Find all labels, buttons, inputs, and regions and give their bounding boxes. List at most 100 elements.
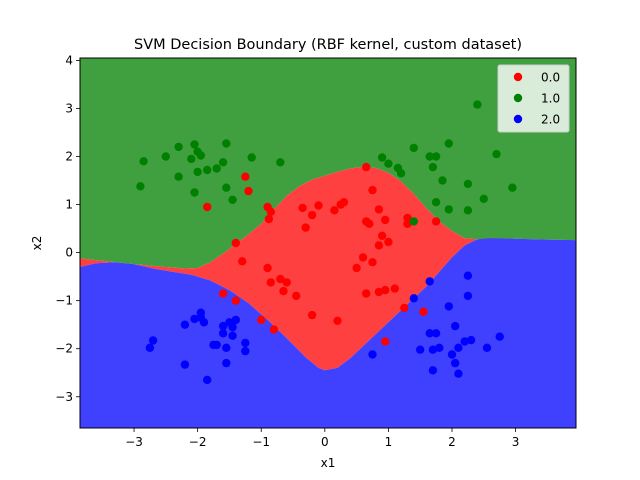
data-point-class-0 bbox=[381, 337, 390, 346]
data-points bbox=[136, 100, 517, 385]
legend-marker-2 bbox=[513, 114, 523, 124]
data-point-class-2 bbox=[180, 360, 190, 369]
data-point-class-0 bbox=[403, 219, 412, 228]
data-point-class-2 bbox=[203, 375, 212, 385]
data-point-class-0 bbox=[203, 202, 212, 212]
x-tick-label: −2 bbox=[189, 435, 207, 449]
data-point-class-0 bbox=[333, 316, 342, 325]
data-point-class-0 bbox=[431, 217, 441, 226]
data-point-class-2 bbox=[218, 321, 228, 331]
data-point-class-0 bbox=[381, 215, 390, 225]
data-point-class-2 bbox=[482, 343, 492, 352]
data-point-class-0 bbox=[257, 315, 266, 325]
legend-label-2: 2.0 bbox=[541, 113, 560, 127]
data-point-class-0 bbox=[365, 219, 374, 228]
data-point-class-0 bbox=[419, 307, 428, 316]
data-point-class-0 bbox=[368, 258, 377, 267]
data-point-class-2 bbox=[218, 329, 228, 338]
data-point-class-0 bbox=[238, 257, 247, 266]
legend: 0.0 1.0 2.0 bbox=[497, 64, 570, 133]
data-point-class-1 bbox=[473, 100, 482, 109]
data-point-class-1 bbox=[444, 205, 453, 214]
data-point-class-1 bbox=[222, 183, 231, 192]
data-point-class-0 bbox=[362, 289, 371, 298]
y-tick-label: 4 bbox=[65, 53, 73, 67]
data-point-class-0 bbox=[231, 296, 240, 305]
data-point-class-0 bbox=[358, 253, 368, 262]
y-axis-ticks: −3 −2 −1 0 1 2 3 4 bbox=[55, 53, 80, 404]
data-point-class-1 bbox=[479, 194, 488, 203]
data-point-class-0 bbox=[374, 287, 384, 297]
data-point-class-1 bbox=[463, 179, 473, 189]
y-tick-label: −1 bbox=[55, 294, 73, 308]
data-point-class-1 bbox=[463, 206, 473, 215]
data-point-class-1 bbox=[190, 188, 199, 197]
y-tick-label: −3 bbox=[55, 390, 73, 404]
legend-marker-1 bbox=[513, 93, 523, 103]
data-point-class-0 bbox=[381, 285, 390, 295]
data-point-class-2 bbox=[463, 291, 473, 301]
data-point-class-0 bbox=[279, 286, 288, 296]
data-point-class-2 bbox=[145, 343, 155, 352]
data-point-class-0 bbox=[390, 284, 399, 293]
data-point-class-0 bbox=[307, 310, 317, 320]
x-tick-label: 2 bbox=[448, 435, 456, 449]
legend-label-1: 1.0 bbox=[541, 92, 560, 106]
data-point-class-2 bbox=[425, 329, 434, 338]
plot-frame bbox=[79, 57, 577, 429]
data-point-class-1 bbox=[174, 142, 183, 152]
data-point-class-1 bbox=[428, 162, 438, 172]
data-point-class-0 bbox=[298, 203, 307, 213]
x-tick-label: 1 bbox=[385, 435, 393, 449]
data-point-class-2 bbox=[190, 314, 199, 324]
y-tick-label: 2 bbox=[65, 150, 73, 164]
data-point-class-0 bbox=[244, 186, 253, 196]
data-point-class-1 bbox=[193, 167, 202, 177]
x-axis-ticks: −3 −2 −1 0 1 2 3 bbox=[125, 428, 519, 449]
data-point-class-2 bbox=[409, 294, 418, 303]
data-point-class-1 bbox=[222, 139, 231, 148]
data-point-class-2 bbox=[451, 358, 460, 368]
data-point-class-0 bbox=[352, 263, 361, 273]
data-point-class-2 bbox=[228, 322, 237, 332]
data-point-class-2 bbox=[447, 350, 457, 359]
data-point-class-1 bbox=[196, 151, 205, 160]
data-point-class-2 bbox=[428, 345, 438, 354]
x-tick-label: 0 bbox=[321, 435, 329, 449]
data-point-class-2 bbox=[435, 343, 444, 352]
data-point-class-0 bbox=[269, 325, 279, 334]
data-point-class-0 bbox=[330, 206, 339, 215]
data-point-class-1 bbox=[409, 217, 418, 226]
y-tick-label: 1 bbox=[65, 198, 73, 212]
data-point-class-1 bbox=[431, 152, 441, 161]
data-point-class-0 bbox=[282, 278, 291, 287]
plot-area bbox=[80, 58, 576, 428]
data-point-class-0 bbox=[263, 263, 272, 273]
data-point-class-0 bbox=[368, 185, 377, 195]
data-point-class-0 bbox=[292, 291, 301, 301]
data-point-class-0 bbox=[218, 289, 228, 298]
data-point-class-1 bbox=[276, 158, 285, 167]
decision-regions bbox=[80, 58, 576, 428]
data-point-class-0 bbox=[339, 198, 349, 207]
data-point-class-2 bbox=[466, 335, 476, 345]
data-point-class-2 bbox=[454, 343, 463, 352]
data-point-class-0 bbox=[362, 162, 371, 172]
data-point-class-1 bbox=[228, 195, 237, 204]
data-point-class-2 bbox=[454, 369, 463, 378]
data-point-class-1 bbox=[139, 157, 148, 166]
data-point-class-0 bbox=[400, 303, 409, 313]
data-point-class-0 bbox=[384, 237, 393, 247]
legend-box bbox=[497, 64, 570, 133]
data-point-class-2 bbox=[222, 358, 231, 368]
data-point-class-1 bbox=[444, 139, 453, 148]
data-point-class-0 bbox=[266, 278, 275, 287]
data-point-class-1 bbox=[247, 153, 256, 162]
data-point-class-0 bbox=[264, 214, 274, 224]
data-point-class-2 bbox=[241, 338, 250, 348]
data-point-class-1 bbox=[190, 140, 199, 149]
x-tick-label: 3 bbox=[512, 435, 520, 449]
data-point-class-1 bbox=[377, 153, 387, 162]
data-point-class-1 bbox=[508, 183, 517, 192]
data-point-class-0 bbox=[403, 213, 412, 223]
